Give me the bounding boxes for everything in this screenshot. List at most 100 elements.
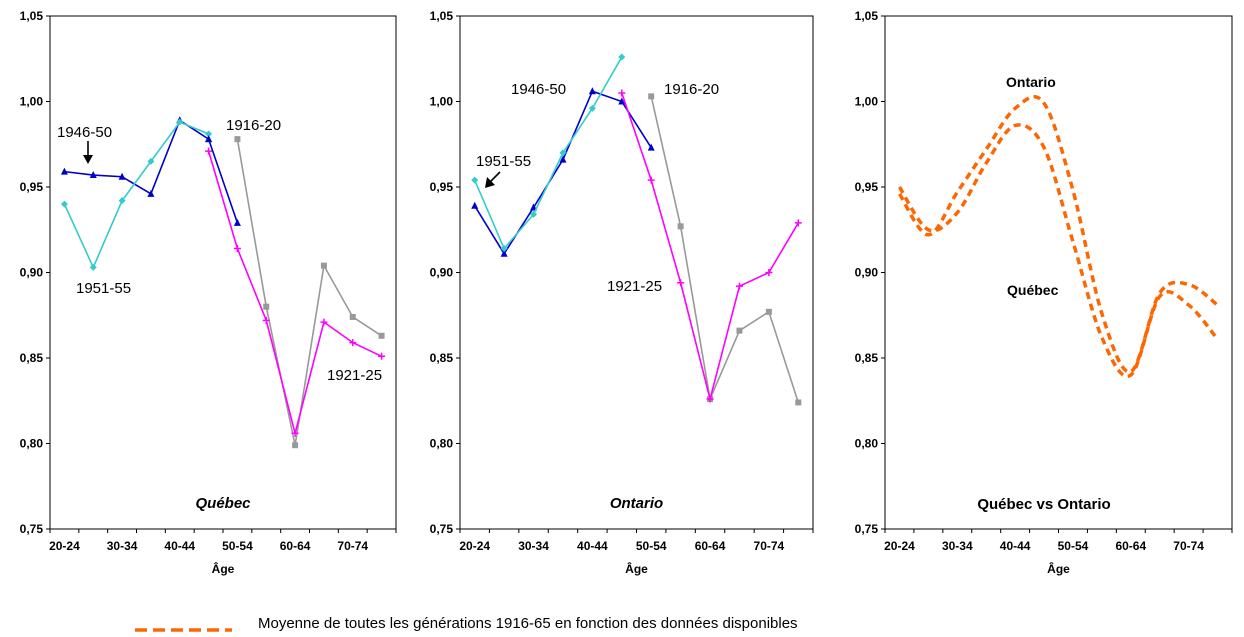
x-tick-label: 30-34 — [518, 539, 549, 553]
data-point — [471, 201, 479, 209]
y-tick-label: 1,05 — [430, 9, 454, 23]
data-point — [205, 130, 213, 138]
series-1921-25 — [205, 147, 386, 437]
data-point — [378, 332, 385, 339]
series-line — [897, 123, 1219, 379]
data-point — [147, 157, 155, 165]
data-point — [677, 223, 684, 230]
data-point — [349, 339, 357, 347]
data-point — [647, 176, 655, 184]
data-point — [618, 89, 626, 97]
data-point — [765, 269, 773, 276]
arrow-line — [489, 171, 501, 183]
panel-label: Québec — [195, 495, 251, 512]
series-annotation: 1951-55 — [476, 153, 531, 170]
arrow-head — [485, 177, 495, 188]
data-point — [500, 245, 508, 253]
plot-area — [49, 15, 397, 530]
panel-2: 0,75 0,80 0,85 0,90 0,95 1,00 1,05 20-24 30-34 40… — [430, 9, 814, 576]
data-point — [263, 303, 270, 310]
y-tick-label: 0,80 — [855, 437, 879, 451]
x-tick-label: 60-64 — [1115, 539, 1146, 553]
data-point — [176, 118, 184, 126]
data-point — [378, 352, 386, 360]
y-tick-label: 0,95 — [20, 180, 44, 194]
data-point — [349, 313, 356, 320]
series-line — [621, 92, 799, 400]
y-tick-label: 0,90 — [20, 266, 44, 280]
data-point — [530, 203, 538, 211]
data-point — [735, 282, 743, 290]
y-tick-label: 0,95 — [430, 180, 454, 194]
data-point — [765, 308, 772, 315]
data-point — [205, 135, 213, 143]
y-tick-label: 0,85 — [20, 351, 44, 365]
x-tick-label: 20-24 — [884, 539, 915, 553]
series-Québec — [897, 123, 1219, 379]
series-annotation: 1946-50 — [511, 81, 566, 98]
data-point — [60, 167, 68, 175]
x-tick-label: 40-44 — [164, 539, 195, 553]
x-tick-label: 70-74 — [754, 539, 785, 553]
data-point — [559, 155, 567, 163]
data-point — [292, 442, 299, 449]
data-point — [588, 104, 596, 112]
series-line — [207, 150, 382, 434]
y-tick-label: 1,00 — [430, 95, 454, 109]
plot-area — [884, 15, 1233, 530]
data-point — [530, 210, 538, 218]
x-tick-label: 70-74 — [1173, 539, 1204, 553]
data-point — [291, 429, 299, 437]
data-point — [618, 53, 626, 61]
data-point — [233, 245, 241, 253]
series-line — [236, 138, 383, 446]
x-tick-label: 20-24 — [49, 539, 80, 553]
series-segment-4 — [205, 135, 241, 226]
series-1951-55 — [60, 118, 213, 271]
data-point — [89, 171, 97, 179]
series-annotation: 1921-25 — [327, 367, 382, 384]
x-tick-label: 40-44 — [1000, 539, 1031, 553]
data-point — [647, 143, 655, 151]
data-point — [118, 197, 126, 205]
y-tick-label: 0,95 — [855, 180, 879, 194]
x-tick-label: 60-64 — [695, 539, 726, 553]
y-tick-label: 0,85 — [855, 351, 879, 365]
legend: Moyenne de toutes les générations 1916-6… — [135, 615, 798, 632]
panel-label: Québec vs Ontario — [977, 496, 1110, 513]
x-tick-label: 50-54 — [1058, 539, 1089, 553]
data-point — [60, 200, 68, 208]
series-line — [897, 95, 1219, 374]
y-tick-label: 0,75 — [430, 522, 454, 536]
data-point — [147, 189, 155, 197]
data-point — [233, 218, 241, 226]
data-point — [262, 316, 270, 324]
y-tick-label: 1,05 — [20, 9, 44, 23]
x-tick-label: 70-74 — [337, 539, 368, 553]
y-tick-label: 0,80 — [430, 437, 454, 451]
series-annotation: 1916-20 — [226, 117, 281, 134]
y-tick-label: 0,80 — [20, 437, 44, 451]
data-point — [618, 97, 626, 105]
series-annotation: Québec — [1007, 282, 1059, 298]
x-tick-label: 30-34 — [942, 539, 973, 553]
panel-label: Ontario — [610, 495, 663, 512]
x-tick-label: 40-44 — [577, 539, 608, 553]
series-1951-55 — [471, 53, 626, 253]
series-annotation: 1921-25 — [607, 278, 662, 295]
panel-1: 0,75 0,80 0,85 0,90 0,95 1,00 1,05 20-24 30-34 40… — [20, 9, 397, 576]
series-line — [473, 56, 623, 251]
x-tick-label: 50-54 — [636, 539, 667, 553]
data-point — [736, 327, 743, 334]
data-point — [234, 136, 241, 143]
series-line — [207, 138, 239, 224]
data-point — [794, 219, 802, 227]
data-point — [320, 262, 327, 269]
series-annotation: 1916-20 — [664, 81, 719, 98]
series-line — [474, 90, 652, 256]
series-annotation: 1951-55 — [76, 280, 131, 297]
y-tick-label: 0,75 — [855, 522, 879, 536]
x-axis-label: Âge — [625, 561, 648, 576]
data-point — [706, 395, 714, 403]
